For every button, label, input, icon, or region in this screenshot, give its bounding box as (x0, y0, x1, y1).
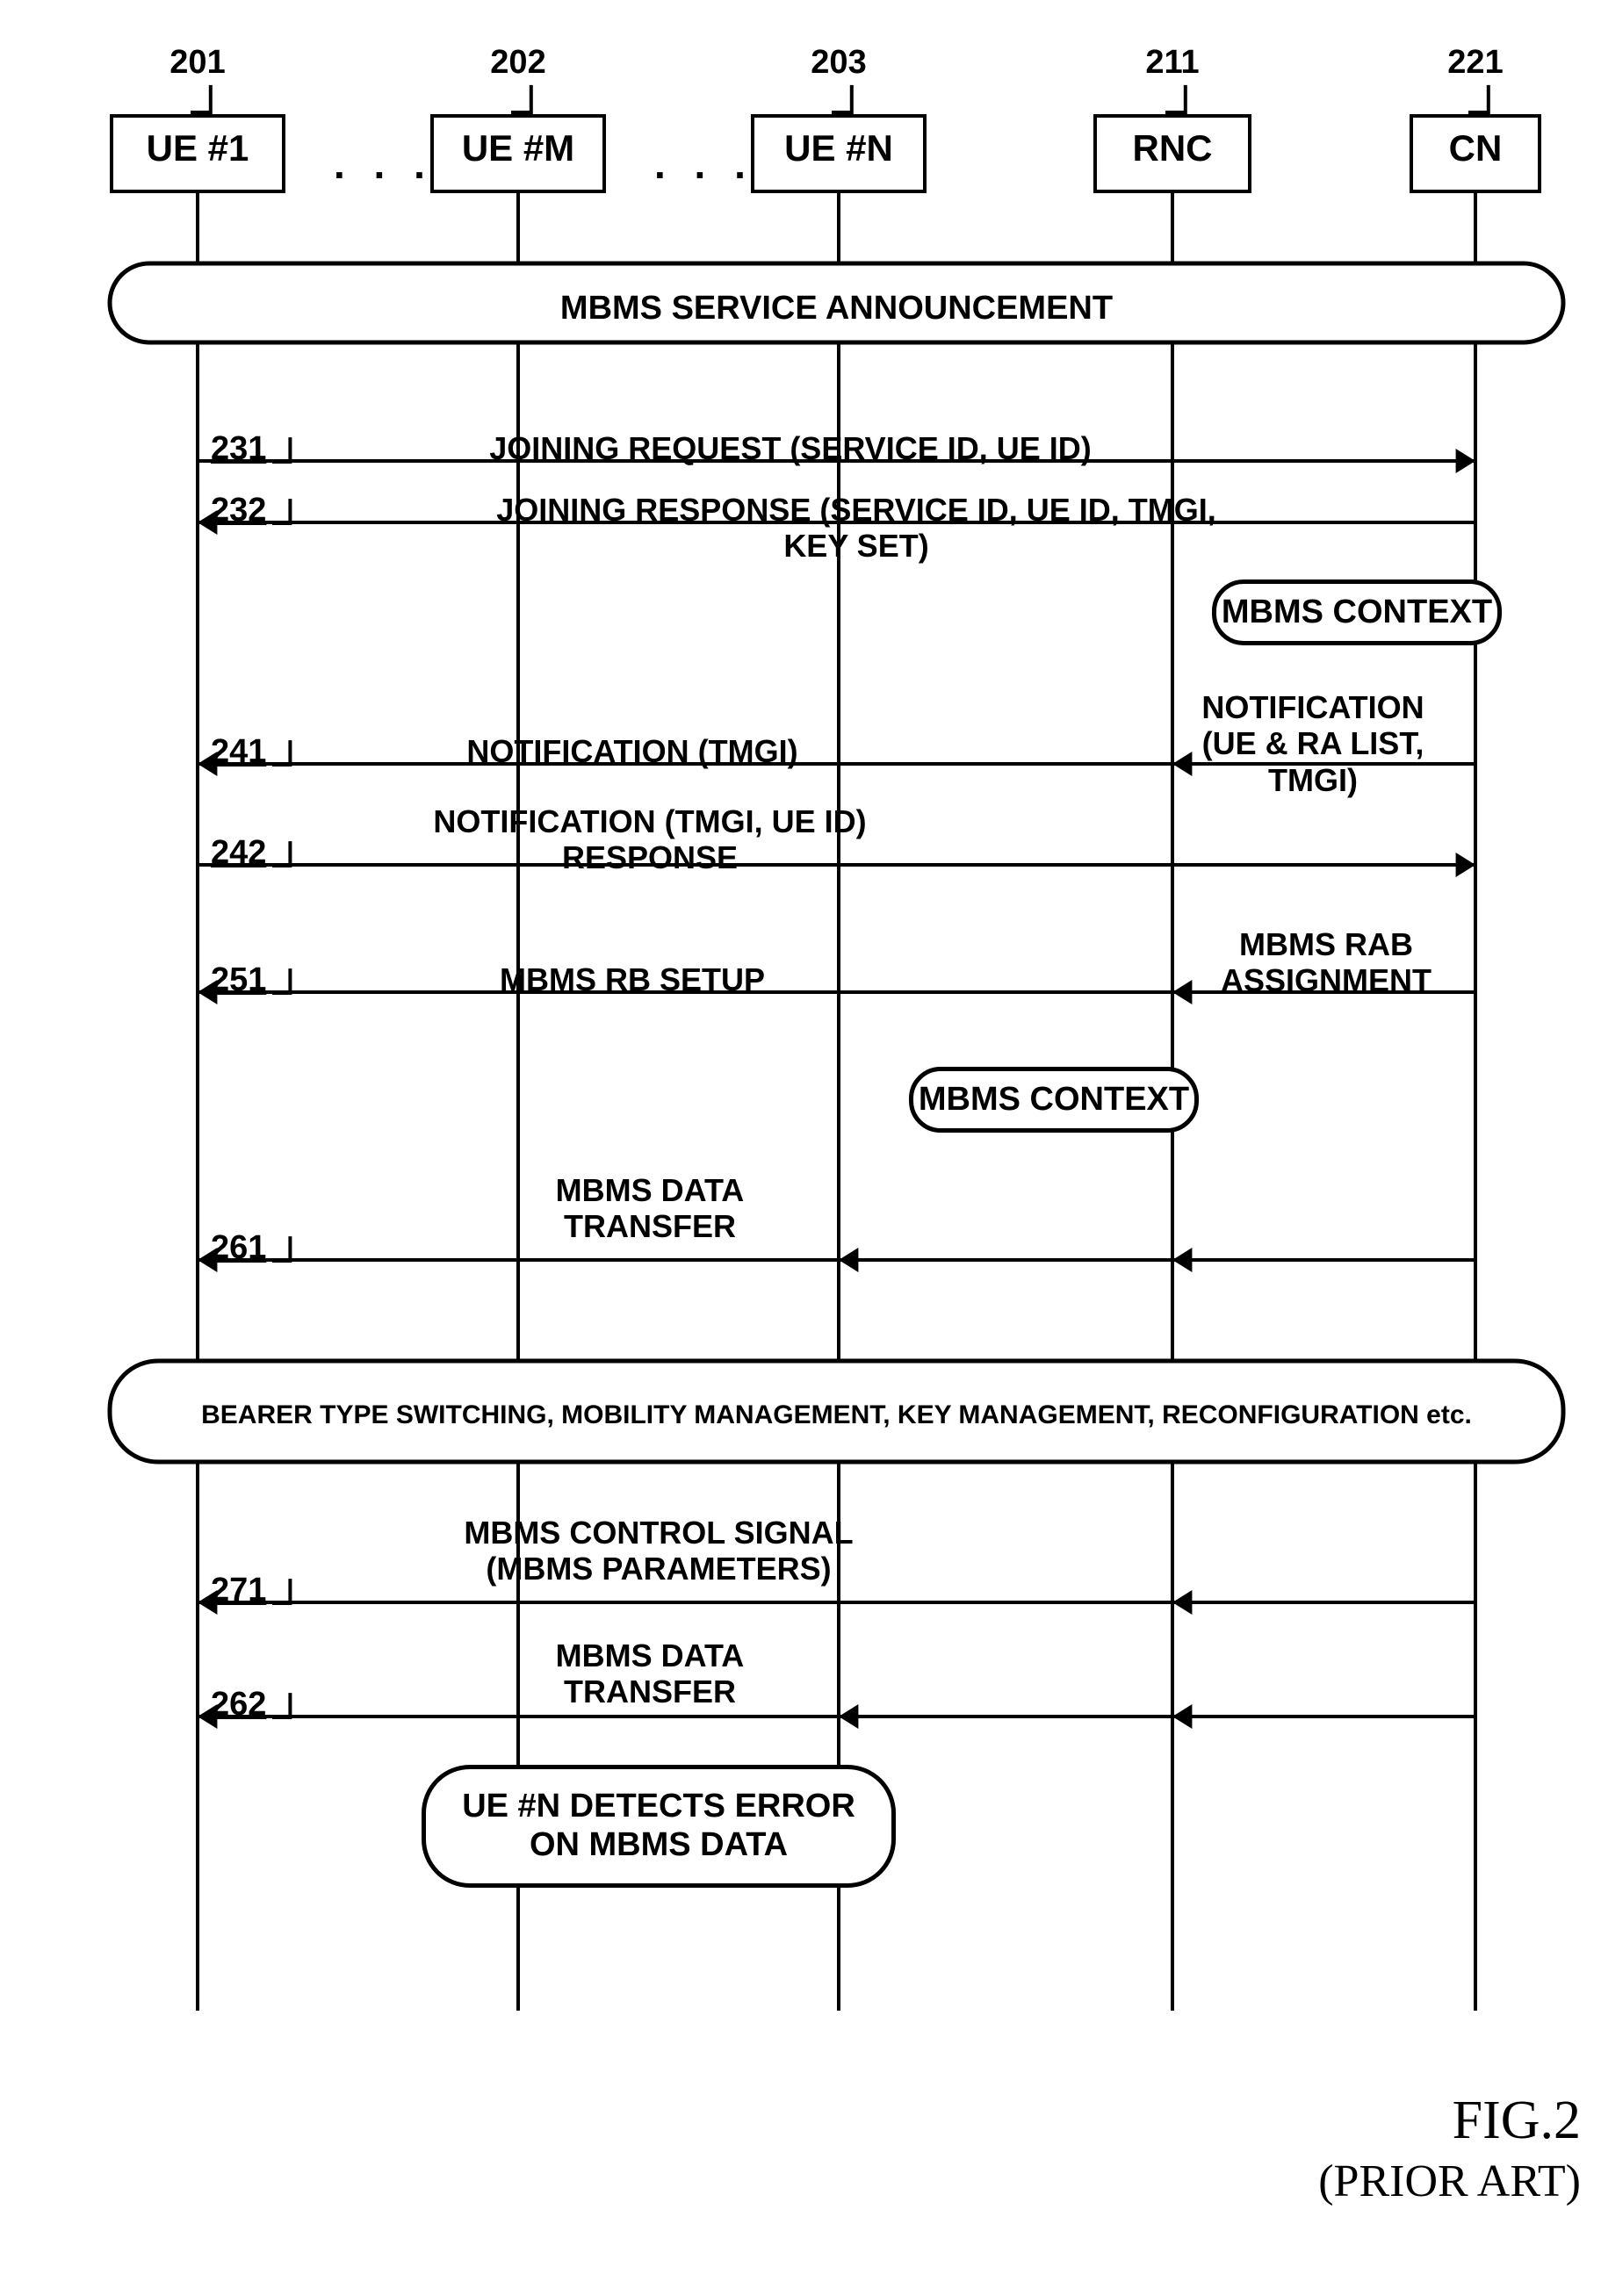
message-label: JOINING RESPONSE (SERVICE ID, UE ID, TMG… (461, 492, 1251, 565)
message-label: MBMS DATATRANSFER (255, 1637, 1045, 1710)
message-label: MBMS DATATRANSFER (255, 1172, 1045, 1245)
svg-lines-layer (18, 18, 1601, 2278)
message-tag: 241 (211, 733, 266, 771)
participant-id: 202 (465, 44, 571, 82)
participant-id: 211 (1120, 44, 1225, 82)
participant-box: CN (1410, 114, 1541, 193)
message-tag: 232 (211, 492, 266, 529)
message-tag: 271 (211, 1572, 266, 1609)
ellipsis-dots: . . . (654, 140, 754, 188)
participant-id: 221 (1423, 44, 1528, 82)
caption-line1: FIG.2 (1124, 2090, 1581, 2152)
message-label: MBMS CONTROL SIGNAL(MBMS PARAMETERS) (263, 1515, 1054, 1587)
message-tag: 231 (211, 430, 266, 468)
message-label: NOTIFICATION (TMGI) (237, 733, 1028, 769)
ellipsis-dots: . . . (334, 140, 434, 188)
message-tag: 251 (211, 961, 266, 999)
context-bubble: MBMS CONTEXT (909, 1067, 1199, 1133)
participant-id: 203 (786, 44, 891, 82)
span-box-label: BEARER TYPE SWITCHING, MOBILITY MANAGEME… (110, 1400, 1563, 1431)
message-label: MBMS RABASSIGNMENT (931, 926, 1601, 999)
participant-box: UE #N (751, 114, 927, 193)
message-label: JOINING REQUEST (SERVICE ID, UE ID) (395, 430, 1186, 466)
span-box-label: MBMS SERVICE ANNOUNCEMENT (110, 290, 1563, 328)
figure-caption: FIG.2 (PRIOR ART) (1124, 2090, 1581, 2207)
participant-box: RNC (1093, 114, 1251, 193)
message-tag: 242 (211, 834, 266, 872)
message-label: NOTIFICATION(UE & RA LIST, TMGI) (1155, 689, 1471, 798)
message-tag: 262 (211, 1686, 266, 1724)
context-bubble: MBMS CONTEXT (1212, 579, 1502, 645)
participant-box: UE #M (430, 114, 606, 193)
message-label: MBMS RB SETUP (237, 961, 1028, 997)
message-tag: 261 (211, 1229, 266, 1267)
message-label: NOTIFICATION (TMGI, UE ID)RESPONSE (255, 803, 1045, 876)
participant-box: UE #1 (110, 114, 285, 193)
caption-line2: (PRIOR ART) (1124, 2156, 1581, 2207)
context-bubble: UE #N DETECTS ERRORON MBMS DATA (422, 1765, 896, 1888)
sequence-diagram: 201 UE #1 202 UE #M 203 UE #N 211 RNC 221 CN . . .… (18, 18, 1601, 2278)
participant-id: 201 (145, 44, 250, 82)
